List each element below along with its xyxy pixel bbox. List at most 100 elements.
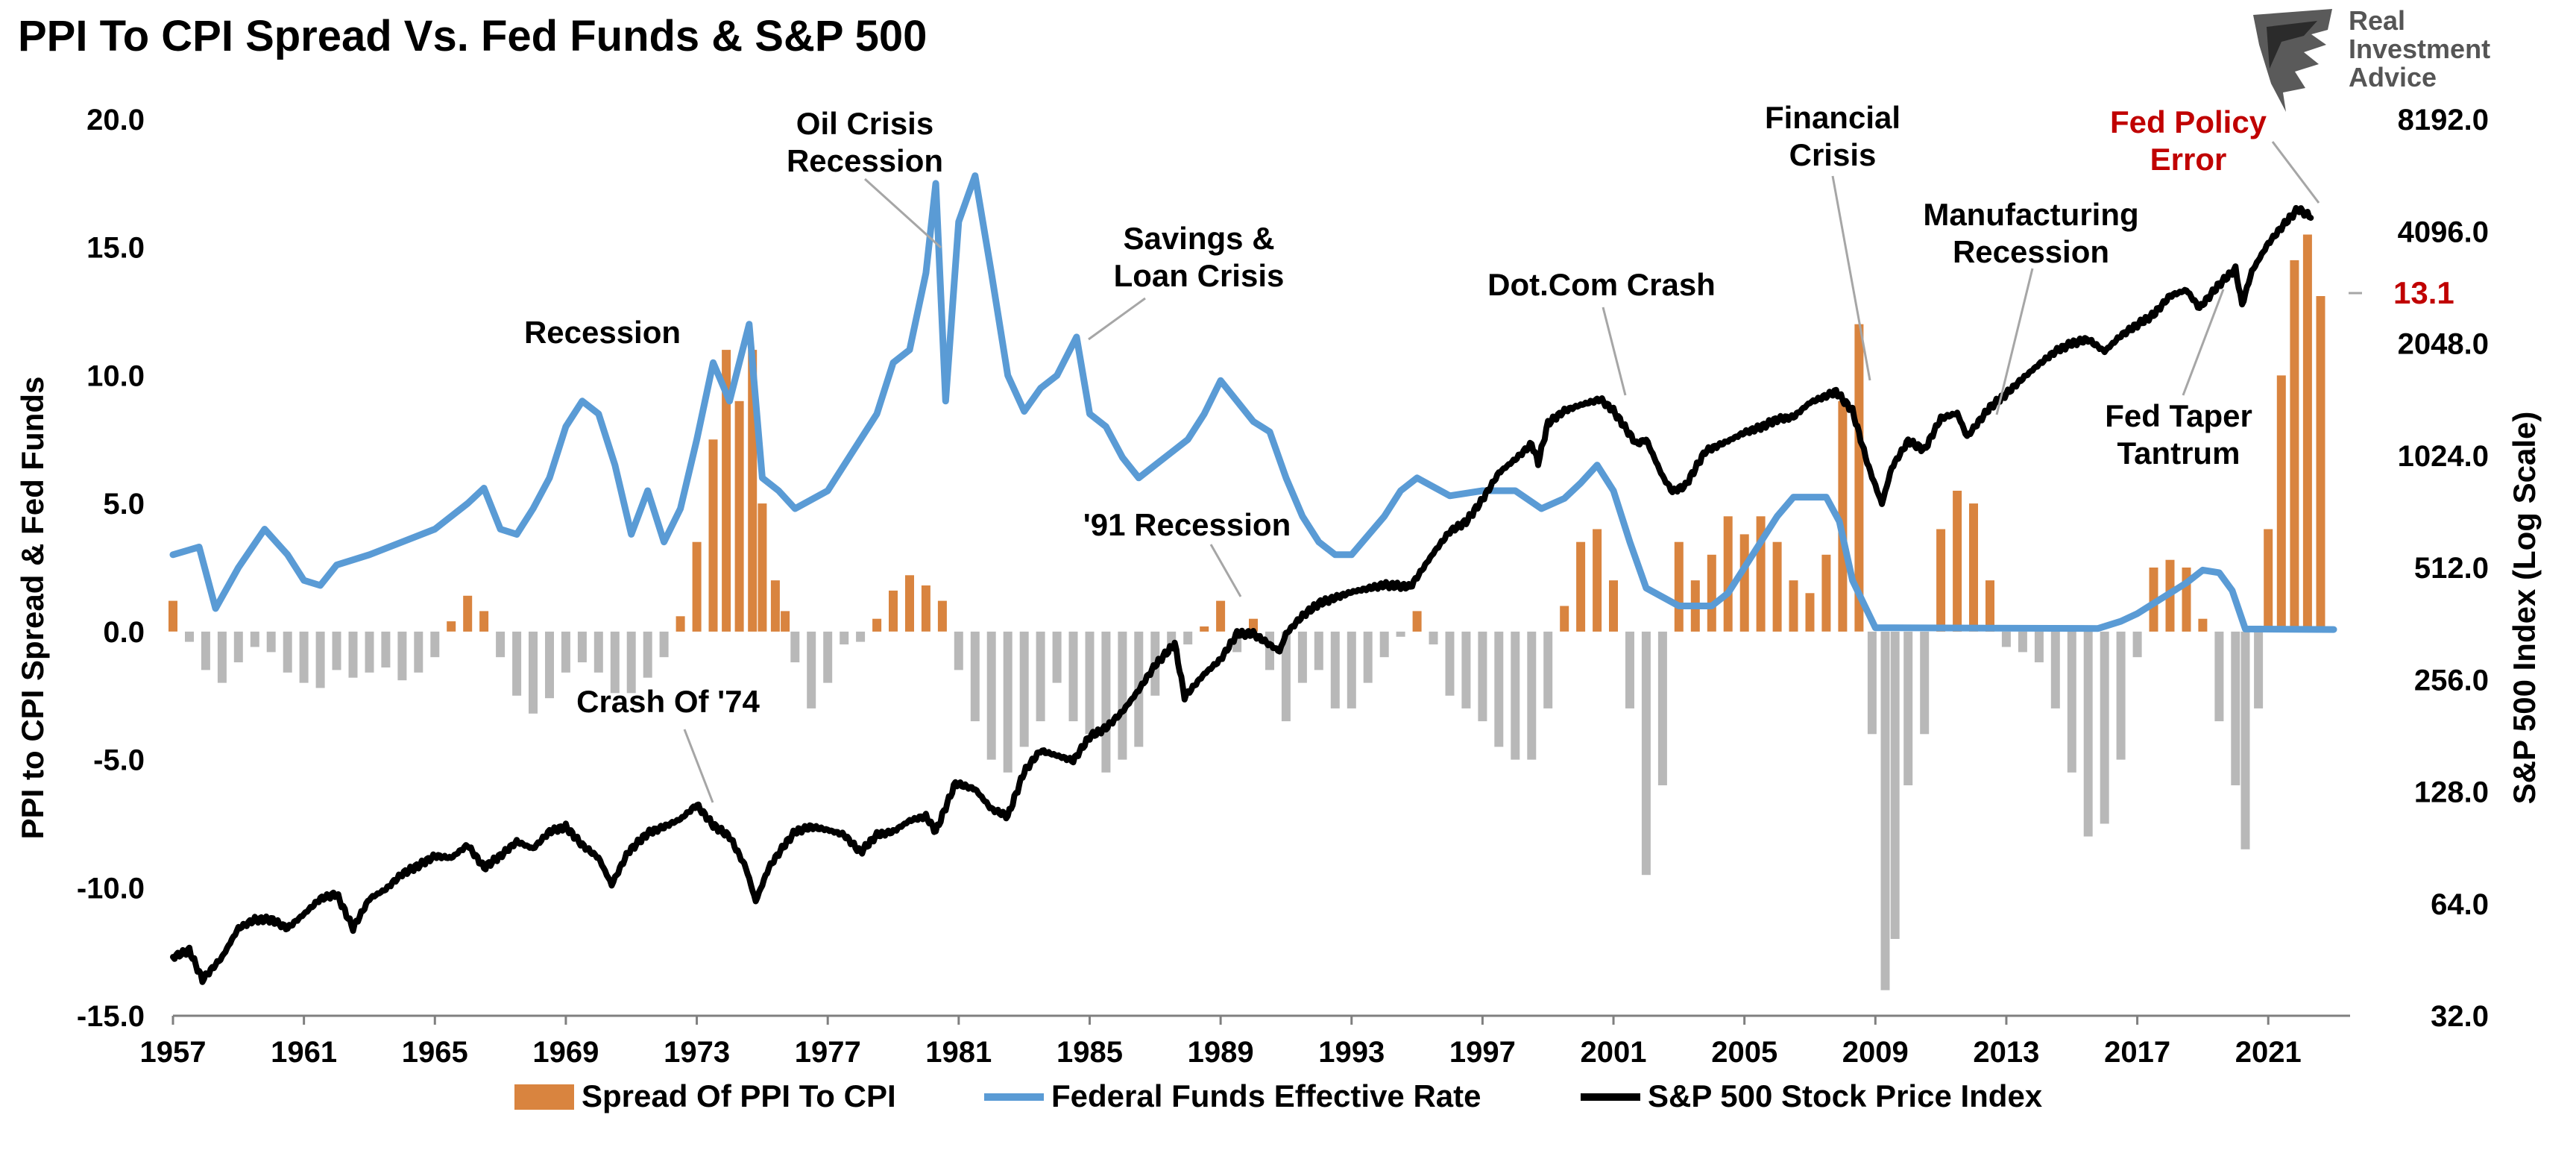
x-tick-label: 2013 [1973,1036,2039,1069]
spread-bar-41 [807,631,816,708]
y-right-tick-label: 128.0 [2414,776,2489,809]
y-right-tick-label: 2048.0 [2398,328,2489,361]
spread-bar-44 [856,631,866,642]
spread-bar-43 [840,631,849,645]
x-tick-label: 1985 [1056,1036,1123,1069]
eagle-head-icon [2253,9,2332,112]
y-left-tick-label: 15.0 [86,232,145,265]
x-tick-label: 2001 [1581,1036,1647,1069]
annotation-text: Recession [524,315,681,350]
spread-bar-129 [2231,631,2240,785]
sp500-line [170,204,2314,985]
annotation-text: Fed Taper [2105,398,2252,433]
spread-bar-59 [1101,631,1111,773]
x-tick-label: 2017 [2104,1036,2170,1069]
spread-bar-118 [2050,631,2060,708]
spread-bar-47 [905,575,914,632]
legend-swatch-spread [514,1084,574,1110]
spread-bar-91 [1625,631,1634,708]
spread-bar-108 [1890,631,1900,939]
y-right-tick-label: 256.0 [2414,664,2489,697]
spread-bar-4 [233,631,243,663]
annotation-8: '91 Recession [1083,507,1291,597]
spread-bar-93 [1657,631,1667,785]
y-left-tick-label: -15.0 [77,1000,145,1033]
y-left-tick-label: -5.0 [93,744,145,777]
x-tick-label: 1993 [1318,1036,1385,1069]
annotation-pointer [2271,141,2320,204]
annotation-text: Crash Of '74 [576,684,760,719]
annotation-text: Oil Crisis [796,106,933,141]
spread-bar-119 [2067,631,2076,773]
spread-bar-31 [676,616,685,632]
y-right-label: S&P 500 Index (Log Scale) [2507,412,2542,805]
annotation-0: Recession [524,315,681,350]
annotation-text: Manufacturing [1923,197,2138,232]
y-left-tick-label: 10.0 [86,359,145,392]
spread-bar-27 [610,631,620,694]
spread-bar-109 [1903,631,1913,785]
spread-bar-71 [1297,631,1307,683]
spread-bar-98 [1739,534,1749,632]
x-tick-label: 1997 [1449,1036,1516,1069]
brand-line1: Real [2349,5,2405,36]
y-right-tick-label: 4096.0 [2398,216,2489,248]
spread-bar-130 [2240,631,2250,849]
spread-bar-25 [577,631,587,663]
x-tick-label: 1969 [532,1036,599,1069]
spread-bar-66 [1216,600,1226,632]
spread-bar-58 [1085,631,1095,735]
x-tick-label: 1977 [795,1036,861,1069]
annotation-pointer [683,729,714,803]
spread-bar-2 [201,631,210,670]
spread-bar-42 [823,631,833,683]
spread-bar-75 [1363,631,1373,683]
x-tick-label: 2009 [1842,1036,1909,1069]
spread-bar-35 [734,400,744,632]
spread-bar-54 [1019,631,1029,747]
spread-bar-113 [1969,503,1978,632]
spread-bar-15 [414,631,423,673]
annotation-text: Error [2150,142,2227,177]
x-tick-label: 1965 [402,1036,468,1069]
legend-item-spread: Spread Of PPI To CPI [514,1078,896,1113]
annotation-9: Crash Of '74 [576,684,760,803]
spread-bar-21 [512,631,522,696]
annotation-text: Tantrum [2117,436,2240,471]
spread-bar-74 [1347,631,1356,708]
spread-bar-136 [2316,296,2325,632]
annotation-7: 13.1 [2349,275,2454,310]
spread-bar-135 [2302,234,2312,632]
annotation-text: Fed Policy [2110,104,2267,139]
spread-bar-110 [1920,631,1930,735]
spread-bar-101 [1789,580,1798,632]
spread-bar-82 [1478,631,1487,722]
x-tick-label: 1961 [271,1036,337,1069]
y-left-tick-label: 20.0 [86,104,145,136]
spread-bar-22 [529,631,538,714]
spread-bar-134 [2290,260,2299,632]
legend-item-fedfunds: Federal Funds Effective Rate [984,1078,1481,1113]
spread-bar-33 [708,439,718,632]
spread-bar-49 [937,600,947,632]
x-tick-label: 1957 [140,1036,207,1069]
x-tick-label: 1973 [664,1036,730,1069]
spread-bar-87 [1560,606,1569,632]
spread-bar-56 [1052,631,1062,683]
annotation-pointer [1831,175,1871,381]
spread-bar-1 [185,631,194,642]
spread-bar-78 [1412,611,1422,632]
y-left-label: PPI to CPI Spread & Fed Funds [15,377,50,840]
spread-bar-57 [1068,631,1078,722]
annotation-pointer [1995,268,2034,415]
legend-label-spread: Spread Of PPI To CPI [582,1078,896,1113]
annotation-text: Financial [1765,100,1900,135]
spread-bar-115 [2001,631,2011,647]
legend-label-sp500: S&P 500 Stock Price Index [1648,1078,2043,1113]
spread-bar-9 [315,631,325,688]
spread-bar-18 [463,595,473,632]
x-tick-label: 1981 [925,1036,992,1069]
